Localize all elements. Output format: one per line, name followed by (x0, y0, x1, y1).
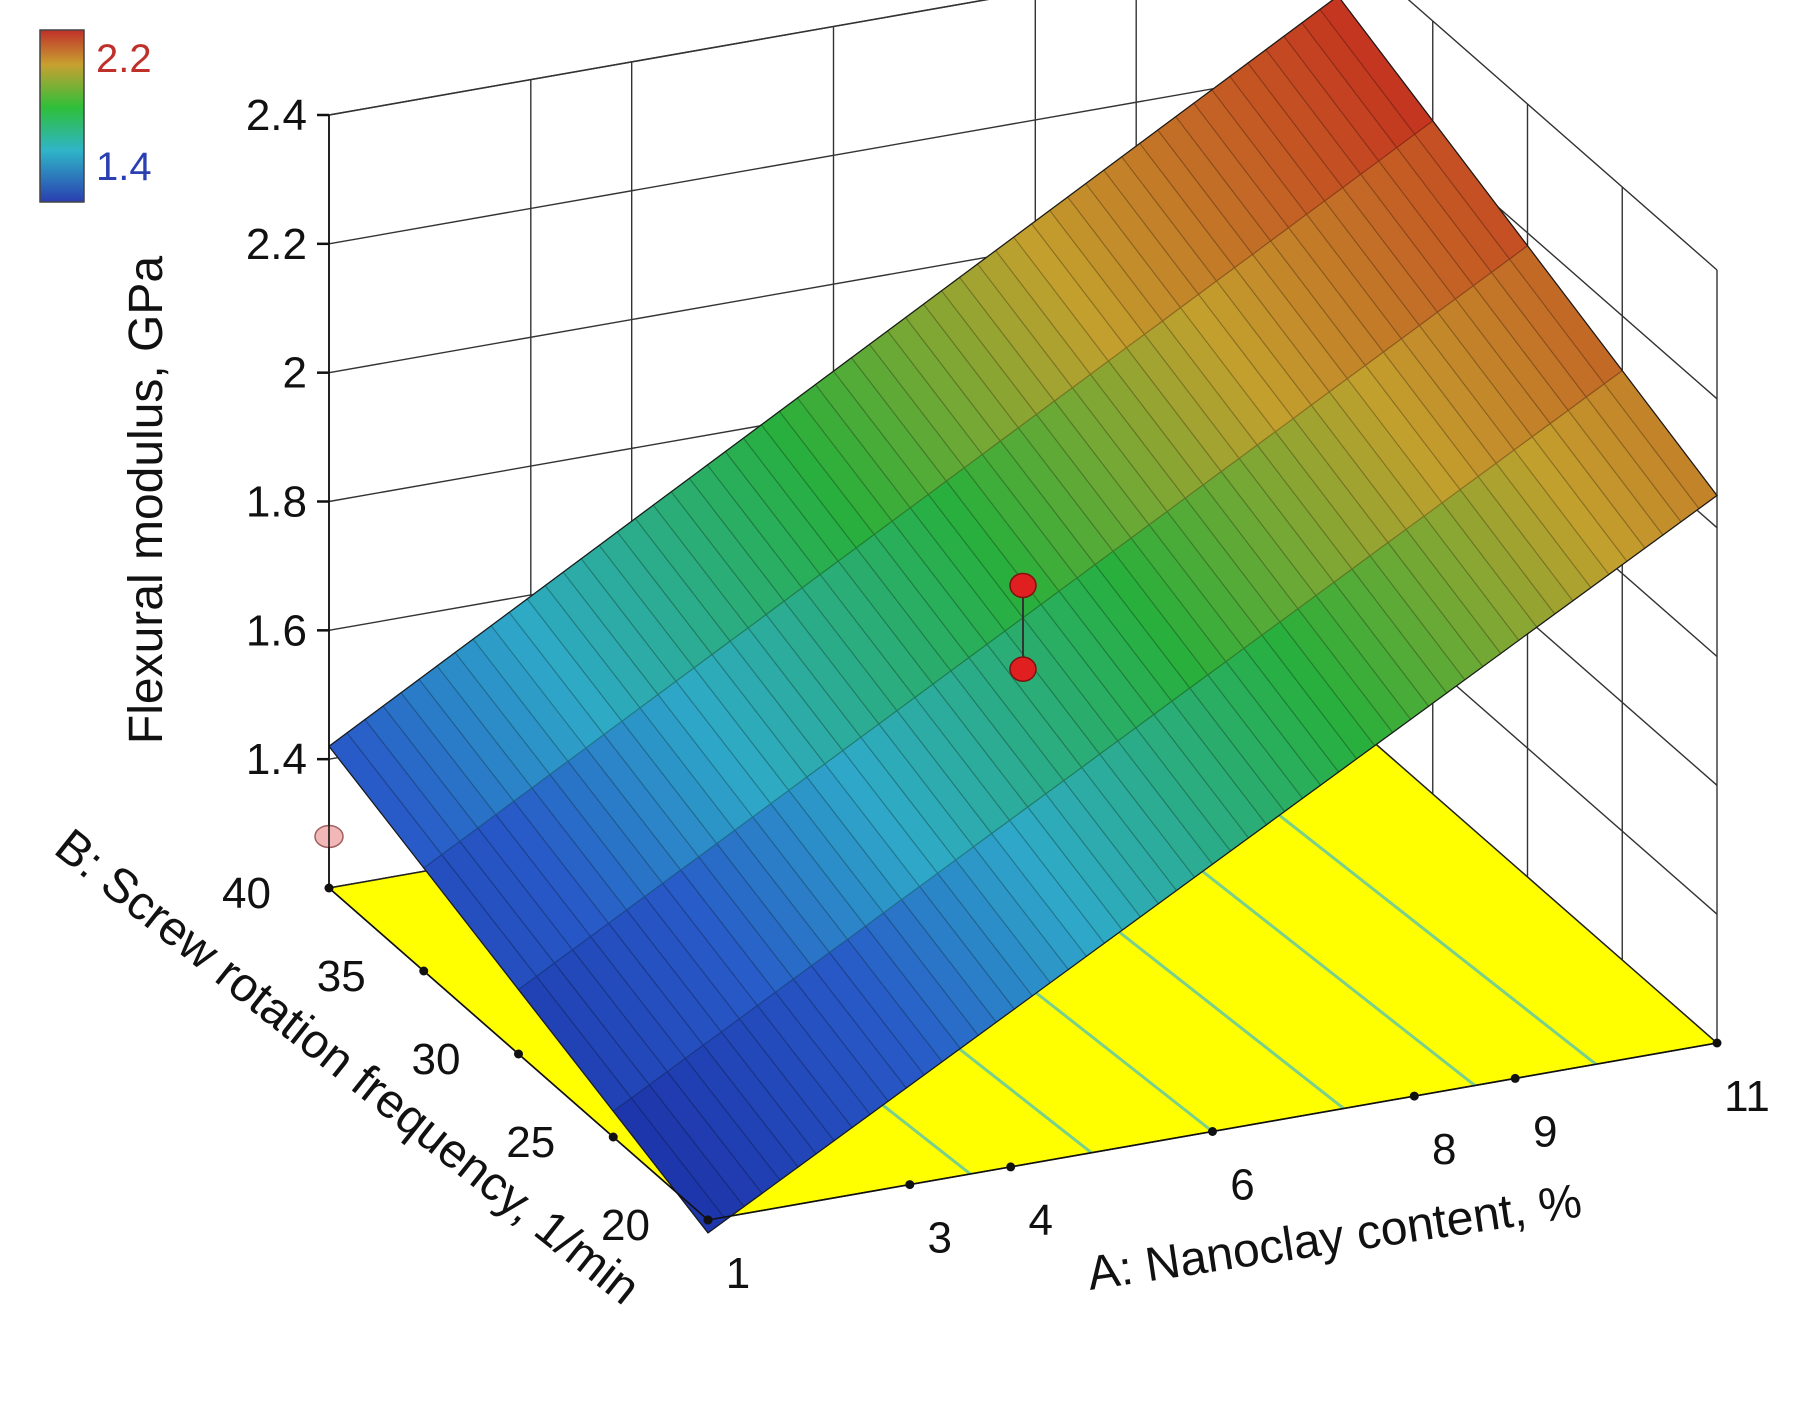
response-surface (328, 0, 1718, 1234)
x-tick-label: 8 (1432, 1125, 1456, 1174)
surface-cell (1319, 0, 1434, 135)
legend-color-bar (39, 29, 85, 203)
x-axis-tick (1510, 1073, 1520, 1083)
design-point-marker (1009, 656, 1037, 682)
z-tick-label: 2.2 (246, 220, 307, 269)
z-tick-label: 1.8 (246, 478, 307, 527)
legend-low-label: 1.4 (96, 145, 152, 189)
y-axis-tick (703, 1215, 713, 1225)
x-axis-tick (1208, 1127, 1217, 1136)
z-tick-label: 2.4 (246, 91, 307, 140)
upper-design-points (1009, 572, 1037, 682)
z-tick-label: 1.4 (246, 735, 307, 784)
x-axis-tick (1006, 1162, 1016, 1172)
x-axis-tick (1712, 1038, 1722, 1048)
y-tick-label: 35 (317, 952, 366, 1001)
z-tick-label: 2 (283, 349, 307, 398)
y-tick-label: 20 (601, 1201, 650, 1250)
legend-high-label: 2.2 (96, 37, 152, 81)
y-axis-tick (608, 1132, 618, 1142)
y-axis-tick (514, 1049, 523, 1059)
x-axis-tick (905, 1180, 915, 1190)
surface-outline (328, 0, 1718, 1234)
z-axis-title: Flexural modulus, GPa (120, 256, 173, 745)
axes: 1.4 1.6 1.8 2 2.2 2.4 1 3 4 6 8 9 11 20 25 30 35 40 (222, 91, 1770, 1298)
x-tick-label: 1 (726, 1249, 750, 1298)
y-axis-tick (419, 966, 429, 976)
y-tick-label: 30 (412, 1035, 461, 1084)
x-axis-tick (1409, 1091, 1419, 1101)
y-tick-label: 40 (222, 869, 271, 918)
y-axis-tick (324, 883, 334, 893)
x-axis-title: A: Nanoclay content, % (1084, 1175, 1585, 1301)
x-tick-label: 6 (1230, 1161, 1254, 1210)
x-tick-label: 4 (1028, 1196, 1052, 1245)
design-point-marker (1009, 572, 1037, 599)
x-tick-label: 11 (1724, 1072, 1770, 1121)
color-legend: 2.2 1.4 (39, 29, 152, 203)
x-tick-label: 3 (928, 1214, 952, 1263)
y-tick-label: 25 (506, 1118, 555, 1167)
x-tick-label: 9 (1533, 1107, 1557, 1156)
z-tick-label: 1.6 (246, 606, 307, 655)
